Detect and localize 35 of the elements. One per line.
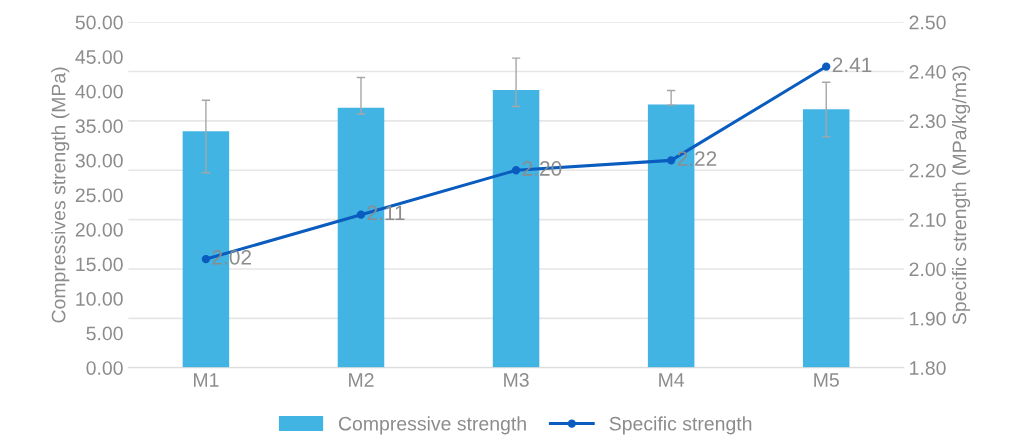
y-tick-label: 20.00: [75, 222, 123, 237]
y2-axis-title: Specific strength (MPa/kg/m3): [952, 65, 971, 325]
data-label: 2.20: [522, 161, 562, 176]
point: [356, 210, 366, 219]
y2-tick-label: 1.90: [910, 311, 946, 326]
x-tick-label: M5: [814, 373, 839, 387]
y-tick-label: 40.00: [75, 84, 123, 99]
y2-tick-label: 2.50: [909, 15, 946, 30]
y-tick-label: 30.00: [75, 153, 123, 168]
data-label: 2.41: [832, 57, 872, 72]
point: [201, 254, 211, 264]
y-axis-title: Compressives strength (MPa): [51, 67, 70, 323]
point: [822, 62, 831, 71]
y-tick-label: 35.00: [75, 119, 123, 134]
y2-tick-label: 2.30: [909, 114, 946, 129]
y2-tick-label: 2.10: [909, 213, 946, 227]
x-tick-label: M4: [659, 373, 685, 387]
y-tick-label: 45.00: [75, 50, 123, 64]
x-tick-label: M3: [504, 373, 529, 387]
x-tick-label: M1: [194, 373, 219, 387]
y2-tick-label: 2.00: [909, 262, 946, 277]
point: [666, 156, 676, 165]
legend-label: Specific strength: [609, 416, 752, 435]
y-tick-label: 0.00: [86, 361, 123, 375]
legend-label: Compressive strength: [338, 416, 526, 435]
point: [511, 166, 521, 175]
y2-tick-label: 2.20: [909, 163, 946, 178]
y2-tick-label: 1.80: [910, 361, 946, 375]
y-tick-label: 15.00: [76, 257, 123, 272]
y2-tick-label: 2.40: [909, 64, 946, 79]
y-tick-label: 10.00: [76, 292, 123, 306]
y-tick-label: 25.00: [75, 188, 123, 203]
y-tick-label: 50.00: [75, 15, 123, 30]
y-tick-label: 5.00: [86, 326, 123, 341]
x-tick-label: M2: [349, 373, 374, 387]
